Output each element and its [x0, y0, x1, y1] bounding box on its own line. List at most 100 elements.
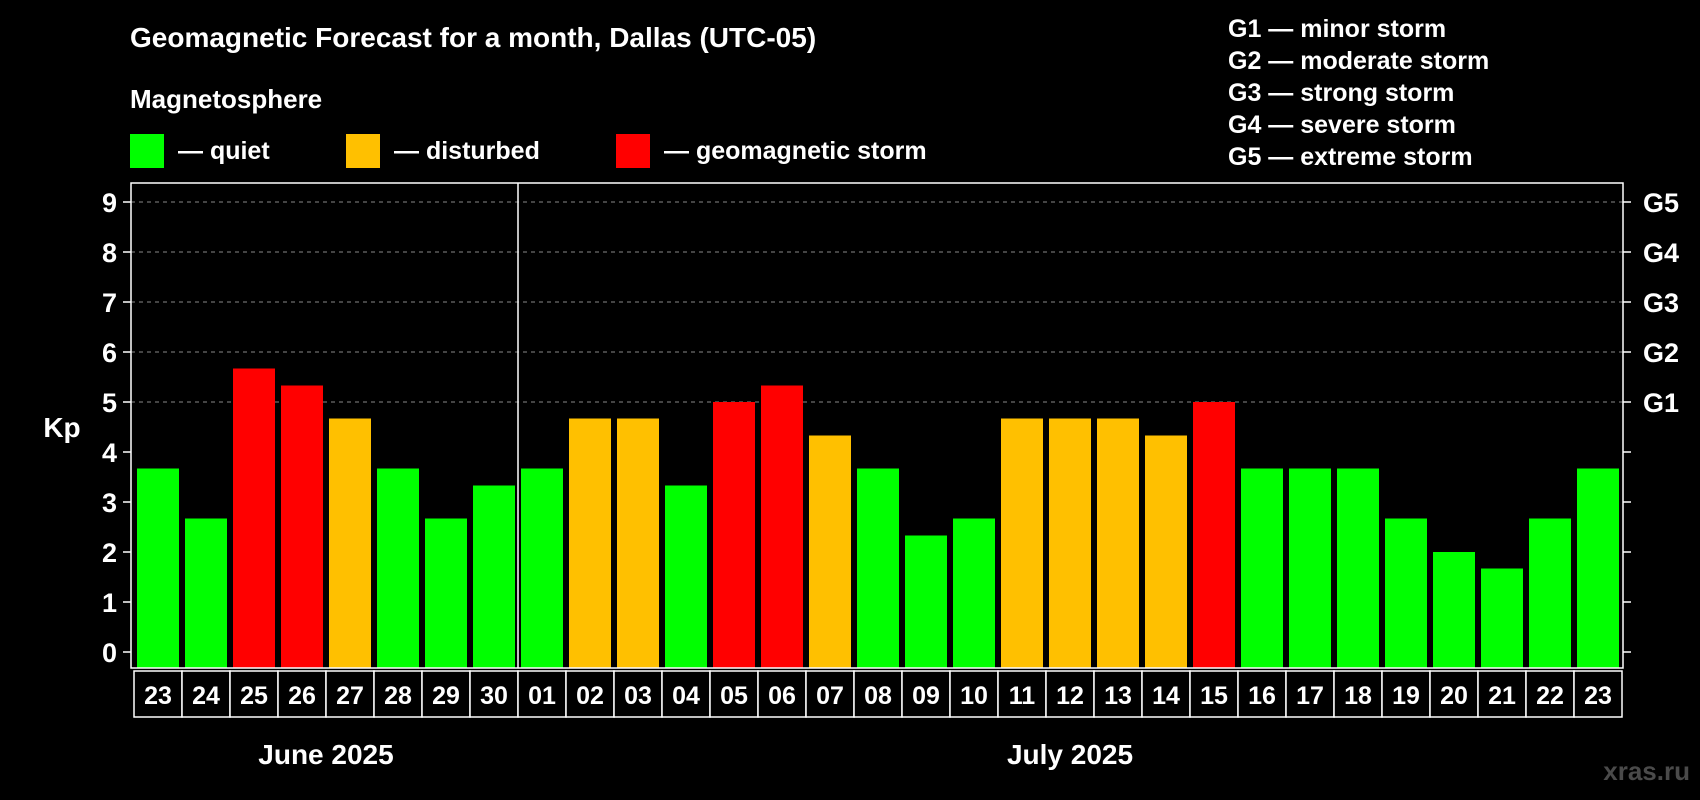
date-label-28: 21: [1488, 682, 1516, 710]
g-legend-g4: G4 — severe storm: [1228, 111, 1456, 139]
watermark: xras.ru: [1603, 756, 1690, 786]
legend-label-quiet: — quiet: [178, 136, 270, 165]
date-label-3: 26: [288, 682, 316, 710]
g-scale-legend: G1 — minor storm G2 — moderate storm G3 …: [1228, 13, 1489, 173]
date-box-16: [901, 670, 951, 718]
date-label-13: 06: [768, 682, 796, 710]
bar-20: [1097, 418, 1139, 668]
legend-label-storm: — geomagnetic storm: [664, 136, 927, 165]
bar-9: [569, 418, 611, 668]
date-label-14: 07: [816, 682, 844, 710]
y-axis-label: Kp: [43, 412, 80, 443]
bar-17: [953, 518, 995, 668]
page-title: Geomagnetic Forecast for a month, Dallas…: [130, 22, 817, 53]
y-tick-label-1: 1: [102, 588, 117, 618]
bar-8: [521, 468, 563, 668]
date-box-7: [469, 670, 519, 718]
y-tick-label-9: 9: [102, 188, 117, 218]
bar-5: [377, 468, 419, 668]
date-box-11: [661, 670, 711, 718]
date-label-10: 03: [624, 682, 652, 710]
date-label-29: 22: [1536, 682, 1564, 710]
bar-6: [425, 518, 467, 668]
magnetosphere-label: Magnetosphere: [130, 84, 323, 114]
date-label-24: 17: [1296, 682, 1324, 710]
bar-1: [185, 518, 227, 668]
date-label-27: 20: [1440, 682, 1468, 710]
date-box-2: [229, 670, 279, 718]
date-box-10: [613, 670, 663, 718]
legend-swatch-disturbed: [346, 134, 380, 168]
bar-0: [137, 468, 179, 668]
date-label-19: 12: [1056, 682, 1084, 710]
date-box-19: [1045, 670, 1095, 718]
legend-swatch-storm: [616, 134, 650, 168]
g-legend-g2: G2 — moderate storm: [1228, 47, 1490, 75]
month-label-1: July 2025: [1007, 739, 1133, 770]
bar-30: [1577, 468, 1619, 668]
date-label-2: 25: [240, 682, 268, 710]
date-box-14: [805, 670, 855, 718]
date-box-13: [757, 670, 807, 718]
bar-21: [1145, 435, 1187, 668]
g-tick-label-g5: G5: [1643, 188, 1679, 218]
bar-16: [905, 535, 947, 668]
date-label-26: 19: [1392, 682, 1420, 710]
date-box-27: [1429, 670, 1479, 718]
g-tick-label-g2: G2: [1643, 338, 1679, 368]
date-box-5: [373, 670, 423, 718]
date-label-8: 01: [528, 682, 556, 710]
bar-19: [1049, 418, 1091, 668]
date-label-23: 16: [1248, 682, 1276, 710]
bar-13: [761, 385, 803, 668]
date-label-1: 24: [192, 682, 220, 710]
date-box-1: [181, 670, 231, 718]
bar-27: [1433, 552, 1475, 668]
g-legend-g5: G5 — extreme storm: [1228, 143, 1473, 171]
date-label-7: 30: [480, 682, 508, 710]
date-label-16: 09: [912, 682, 940, 710]
g-legend-g1: G1 — minor storm: [1228, 15, 1447, 43]
g-tick-label-g4: G4: [1643, 238, 1679, 268]
date-box-25: [1333, 670, 1383, 718]
month-label-0: June 2025: [258, 739, 393, 770]
date-label-12: 05: [720, 682, 748, 710]
y-tick-label-8: 8: [102, 238, 117, 268]
bar-18: [1001, 418, 1043, 668]
legend-storm: — geomagnetic storm: [616, 134, 927, 168]
bar-3: [281, 385, 323, 668]
bar-28: [1481, 568, 1523, 668]
y-tick-label-7: 7: [102, 288, 117, 318]
bar-12: [713, 402, 755, 668]
bar-2: [233, 368, 275, 668]
bar-7: [473, 485, 515, 668]
bar-15: [857, 468, 899, 668]
y-tick-label-6: 6: [102, 338, 117, 368]
legend-quiet: — quiet: [130, 134, 270, 168]
date-label-17: 10: [960, 682, 988, 710]
legend-label-disturbed: — disturbed: [394, 136, 540, 165]
date-label-21: 14: [1152, 682, 1180, 710]
date-box-15: [853, 670, 903, 718]
g-tick-label-g1: G1: [1643, 388, 1679, 418]
date-box-6: [421, 670, 471, 718]
date-box-3: [277, 670, 327, 718]
date-box-26: [1381, 670, 1431, 718]
date-label-25: 18: [1344, 682, 1372, 710]
y-tick-label-5: 5: [102, 388, 117, 418]
date-box-28: [1477, 670, 1527, 718]
legend-swatch-quiet: [130, 134, 164, 168]
date-label-6: 29: [432, 682, 460, 710]
bar-29: [1529, 518, 1571, 668]
date-label-22: 15: [1200, 682, 1228, 710]
y-tick-label-2: 2: [102, 538, 117, 568]
bar-22: [1193, 402, 1235, 668]
date-label-5: 28: [384, 682, 412, 710]
legend-disturbed: — disturbed: [346, 134, 540, 168]
bar-25: [1337, 468, 1379, 668]
date-box-23: [1237, 670, 1287, 718]
y-tick-label-3: 3: [102, 488, 117, 518]
date-box-24: [1285, 670, 1335, 718]
date-label-15: 08: [864, 682, 892, 710]
date-box-12: [709, 670, 759, 718]
